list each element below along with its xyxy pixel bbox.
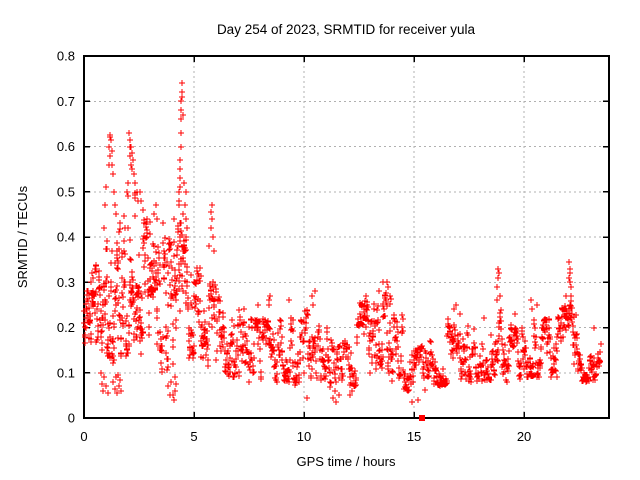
- y-tick-labels: 0 0.1 0.2 0.3 0.4 0.5 0.6 0.7 0.8: [57, 49, 75, 426]
- axis-ticks: [83, 55, 609, 419]
- x-tick-labels: 0 5 10 15 20: [80, 429, 531, 444]
- x-tick-label: 5: [190, 429, 197, 444]
- y-tick-label: 0.7: [57, 94, 75, 109]
- plus-markers-path: [81, 80, 604, 405]
- scatter-data-points: [81, 80, 604, 405]
- x-tick-label: 0: [80, 429, 87, 444]
- outlier-square-marker: [418, 415, 425, 421]
- y-tick-label: 0.1: [57, 365, 75, 380]
- x-tick-label: 10: [297, 429, 311, 444]
- y-tick-label: 0.8: [57, 49, 75, 64]
- y-tick-label: 0.5: [57, 184, 75, 199]
- y-tick-label: 0.6: [57, 139, 75, 154]
- y-axis-title: SRMTID / TECUs: [15, 185, 30, 288]
- x-tick-label: 20: [517, 429, 531, 444]
- y-tick-label: 0.4: [57, 230, 75, 245]
- x-tick-label: 15: [407, 429, 421, 444]
- y-tick-label: 0: [68, 411, 75, 426]
- chart-title: Day 254 of 2023, SRMTID for receiver yul…: [217, 22, 476, 37]
- y-tick-label: 0.2: [57, 320, 75, 335]
- y-tick-label: 0.3: [57, 275, 75, 290]
- filled-square-marker: [418, 415, 425, 421]
- x-axis-title: GPS time / hours: [297, 454, 396, 469]
